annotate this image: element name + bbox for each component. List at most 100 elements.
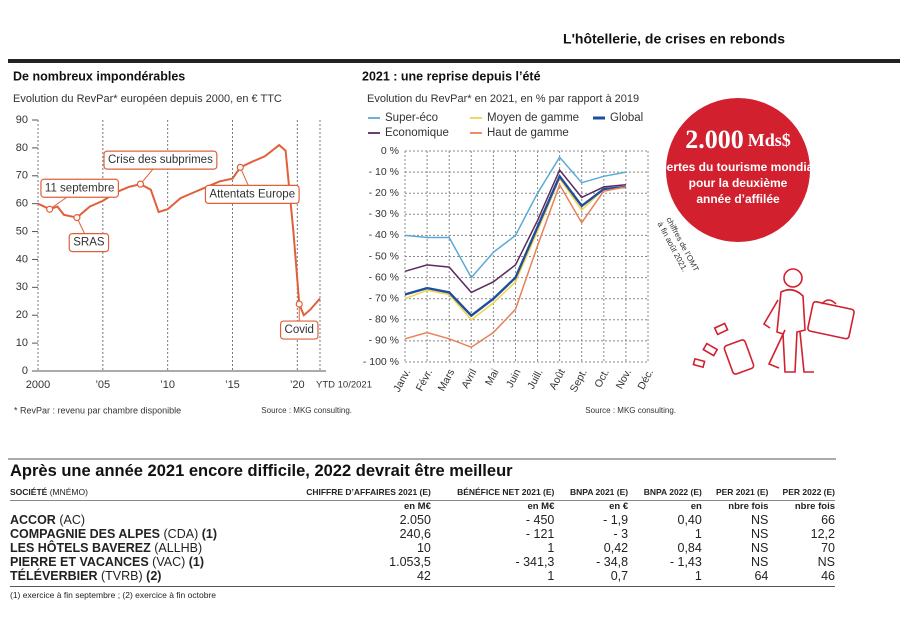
value-cell: NS [751,513,769,527]
callout-amount: 2.000 Mds$ [685,125,791,154]
y-tick-label: 80 [16,142,28,154]
y-tick-label: - 50 % [369,250,399,262]
table-title: Après une année 2021 encore difficile, 2… [10,462,513,480]
company-name: TÉLÉVERBIER [10,569,98,583]
chart-title: De nombreux impondérables [13,69,185,83]
company-code: (CDA) [163,527,199,541]
header-rule [8,59,900,63]
value-cell: - 3 [613,527,629,541]
value-cell: 66 [821,513,835,527]
value-cell: 0,84 [677,541,702,555]
value-cell: 1 [694,569,702,583]
chart-subtitle: Evolution du RevPar* en 2021, en % par r… [367,93,639,105]
company-footnote-mark: (2) [146,569,162,583]
company-code: (TVRB) [101,569,143,583]
y-tick-label: - 70 % [369,292,399,304]
traveller-illustration [692,268,855,375]
y-tick-label: 0 [22,365,28,377]
y-tick-label: 20 [16,309,28,321]
company-code: (ALLHB) [154,541,203,555]
revpar-line [37,143,321,317]
annotation-box [68,233,110,253]
x-tick-label: Juin [504,367,524,390]
unit-cell: nbre fois [728,501,769,512]
company-cell: COMPAGNIE DES ALPES (CDA) (1) [10,527,273,541]
column-header: SOCIÉTÉ (MNÉMO) [10,485,273,501]
company-code: (AC) [59,513,86,527]
annotation-box [40,178,120,198]
callout-line: année d’affilée [696,192,780,206]
header-title: L'hôtellerie, de crises en rebonds [563,31,785,47]
chart-source: Source : MKG consulting. [261,406,352,415]
y-tick-label: 30 [16,281,28,293]
y-tick-label: - 90 % [369,335,399,347]
annotation-label: Covid [285,324,314,336]
value-cell: NS [751,555,769,569]
series-line [404,183,627,349]
series-line [404,168,626,294]
value-cell: 2.050 [399,513,431,527]
value-cell: 1.053,5 [389,555,431,569]
value-cell: NS [751,541,769,555]
x-tick-label: Mars [436,367,458,393]
annotation-label: 11 septembre [45,182,114,194]
annotation-marker [236,163,244,172]
x-tick-label: Oct. [592,367,612,390]
series-line [404,173,627,318]
value-cell: - 1,43 [669,555,702,569]
x-tick-label: Avril [459,367,479,390]
chart-source: Source : MKG consulting. [585,406,676,415]
annotation-box [103,150,218,170]
column-header: BNPA 2021 (E) [554,485,629,501]
value-cell: 46 [821,569,835,583]
unit-cell: en [690,501,702,512]
company-name: LES HÔTELS BAVEREZ [10,541,151,555]
chart-title: 2021 : une reprise depuis l’été [362,69,541,83]
annotation-box [204,184,300,205]
x-tick-label: Nov. [614,367,634,391]
callout-circle [666,98,810,242]
value-cell: - 450 [525,513,555,527]
annotation-marker [295,300,303,308]
chart-subtitle: Evolution du RevPar* européen depuis 200… [13,93,282,105]
y-tick-label: 60 [16,198,28,210]
y-tick-label: - 10 % [369,166,399,178]
y-tick-label: 90 [16,114,28,126]
value-cell: 70 [821,541,835,555]
value-cell: 1 [547,569,555,583]
unit-cell: en € [609,501,629,512]
value-cell: 42 [416,569,431,583]
table-row: TÉLÉVERBIER (TVRB) (2) 42 1 0,7 1 64 46 [10,569,835,583]
annotation-box [279,320,319,340]
x-tick-label: Janv. [391,367,413,394]
table-row: LES HÔTELS BAVEREZ (ALLHB) 10 1 0,42 0,84 NS 7… [10,541,835,555]
value-cell: 0,7 [610,569,629,583]
legend-label: Economique [385,127,449,139]
callout-unit: Mds$ [748,130,791,150]
company-footnote-mark: (1) [188,555,205,569]
value-cell: 1 [547,541,555,555]
value-cell: 12,2 [810,527,835,541]
company-name: PIERRE ET VACANCES [10,555,149,569]
company-cell: PIERRE ET VACANCES (VAC) (1) [10,555,273,569]
unit-cell: en M€ [527,501,555,512]
annotation-label: SRAS [73,237,105,249]
annotation-marker [73,214,81,222]
x-tick-label: Août [547,367,568,392]
value-cell: 0,42 [603,541,629,555]
table-row: PIERRE ET VACANCES (VAC) (1) 1.053,5 - 341… [10,555,835,569]
units-spacer [10,501,273,514]
company-cell: TÉLÉVERBIER (TVRB) (2) [10,569,273,583]
y-tick-label: 50 [16,225,28,237]
column-header: CHIFFRE D’AFFAIRES 2021 (E) [272,485,431,501]
x-tick-label: ’20 [290,379,305,391]
x-tick-label: ’05 [95,379,110,391]
x-tick-label: Févr. [414,367,436,393]
x-tick-label: 2000 [26,379,50,391]
y-tick-label: 10 [16,337,28,349]
annotation-marker [136,180,145,188]
annotation-label: Attentats Europe [209,188,295,200]
value-cell: 64 [754,569,769,583]
unit-cell: nbre fois [794,501,835,512]
